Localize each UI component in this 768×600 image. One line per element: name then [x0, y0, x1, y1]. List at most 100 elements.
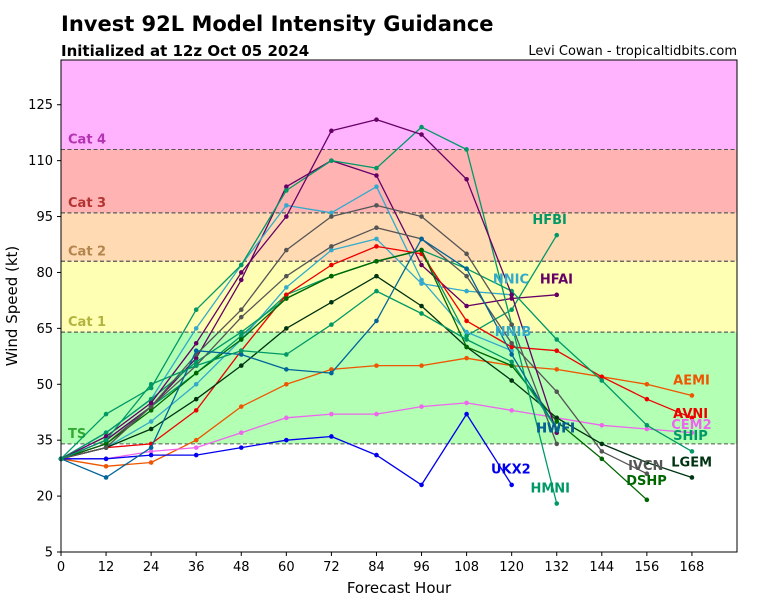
- x-tick-label: 96: [413, 560, 430, 575]
- series-point-hmni: [374, 165, 379, 171]
- series-point-cem2: [148, 449, 154, 454]
- series-point-lgem: [284, 326, 289, 331]
- series-point-hwfi: [509, 322, 514, 327]
- series-point-aemi: [419, 363, 424, 368]
- series-point-hwfi: [148, 404, 154, 409]
- series-point-dshp: [464, 344, 469, 350]
- model-label-ship: SHIP: [673, 429, 708, 444]
- band-cat-1: [61, 261, 737, 333]
- series-point-nnib: [193, 326, 199, 331]
- series-line-hmni: [60, 126, 558, 504]
- series-point-dshp: [419, 247, 424, 253]
- x-tick-label: 36: [188, 560, 205, 575]
- series-point-hwfi: [103, 445, 109, 450]
- series-point-cem2: [689, 430, 695, 436]
- x-axis-label: Forecast Hour: [347, 579, 452, 597]
- series-point-dshp: [599, 456, 605, 462]
- series-point-ivcn: [238, 314, 244, 320]
- series-point-dshp: [238, 337, 244, 342]
- series-point-nnib: [284, 203, 289, 208]
- series-point-cem2: [644, 426, 650, 432]
- series-point-lgem: [644, 460, 650, 465]
- series-point-dshp: [103, 441, 109, 447]
- series-point-hmni: [419, 124, 424, 130]
- series-point-avni: [193, 408, 199, 413]
- series-point-avni: [644, 396, 650, 402]
- y-tick-label: 110: [28, 154, 53, 169]
- series-point-hwfi: [238, 307, 244, 313]
- series-point-ivcn: [284, 273, 289, 279]
- series-point-hwfi: [148, 381, 154, 387]
- series-point-hfbi: [464, 333, 469, 339]
- series-point-ukx2: [193, 452, 199, 458]
- series-point-lgem: [374, 273, 379, 279]
- series-point-dshp: [284, 296, 289, 301]
- series-point-hmni: [103, 411, 109, 417]
- series-point-hmni: [193, 307, 199, 313]
- series-point-hwfi: [284, 367, 289, 372]
- series-point-lgem: [599, 441, 605, 447]
- series-point-cem2: [329, 411, 334, 417]
- x-tick-label: 48: [233, 560, 250, 575]
- x-tick-label: 12: [98, 560, 115, 575]
- y-tick-label: 35: [36, 434, 53, 449]
- series-point-ukx2: [464, 411, 469, 417]
- intensity-bands: TS Cat 1 Cat 2 Cat 3 Cat 4: [61, 60, 737, 445]
- series-point-hwfi: [464, 251, 469, 257]
- x-tick-label: 132: [544, 560, 569, 575]
- series-point-lgem: [509, 378, 514, 383]
- series-point-aemi: [148, 460, 154, 465]
- series-point-hfai: [374, 173, 379, 178]
- series-point-hfbi: [238, 333, 244, 339]
- series-point-dshp: [554, 419, 560, 424]
- series-point-hwfi: [193, 363, 199, 368]
- series-point-aemi: [374, 363, 379, 368]
- series-point-nnib: [419, 277, 424, 283]
- model-label-nnic: NNIC: [493, 273, 529, 288]
- series-point-aemi: [238, 404, 244, 409]
- series-point-hwfi: [419, 236, 424, 242]
- series-point-hwfi: [148, 445, 154, 450]
- series-point-hfai: [464, 303, 469, 309]
- series-point-ukx2: [509, 482, 514, 488]
- y-tick-label: 50: [36, 378, 53, 393]
- series-point-hfai: [419, 262, 424, 268]
- model-label-ivcn: IVCN: [628, 459, 663, 474]
- series-point-hwfi: [374, 117, 379, 122]
- series-point-hmni: [554, 501, 560, 506]
- model-label-nnib: NNIB: [495, 325, 532, 340]
- model-label-dshp: DSHP: [626, 474, 667, 489]
- series-point-ship: [644, 422, 650, 428]
- series-point-lgem: [238, 363, 244, 368]
- series-line-dshp: [60, 249, 648, 501]
- y-tick-label: 80: [36, 266, 53, 281]
- series-point-hwfi: [554, 426, 560, 432]
- series-point-aemi: [554, 367, 560, 372]
- series-point-hwfi: [509, 292, 514, 298]
- series-point-ship: [599, 378, 605, 383]
- series-point-hwfi: [284, 352, 289, 357]
- model-label-hfbi: HFBI: [532, 213, 567, 228]
- series-point-cem2: [193, 445, 199, 450]
- series-point-nnib: [329, 210, 334, 216]
- series-point-ivcn: [374, 225, 379, 231]
- x-tick-label: 60: [278, 560, 295, 575]
- series-point-hfai: [554, 292, 560, 298]
- series-point-dshp: [329, 273, 334, 279]
- series-point-ukx2: [103, 456, 109, 462]
- series-line-ivcn: [60, 227, 648, 475]
- series-point-hwfi: [329, 370, 334, 376]
- series-point-lgem: [554, 415, 560, 421]
- series-point-hmni: [329, 158, 334, 163]
- series-point-lgem: [148, 426, 154, 432]
- series-point-avni: [374, 244, 379, 249]
- series-point-avni: [509, 344, 514, 350]
- series-point-hwfi: [103, 437, 109, 443]
- x-tick-label: 156: [634, 560, 659, 575]
- series-point-dshp: [148, 408, 154, 413]
- series-point-avni: [599, 374, 605, 380]
- series-line-hwfi: [60, 290, 558, 460]
- series-point-ukx2: [284, 437, 289, 443]
- series-point-hwfi: [419, 132, 424, 137]
